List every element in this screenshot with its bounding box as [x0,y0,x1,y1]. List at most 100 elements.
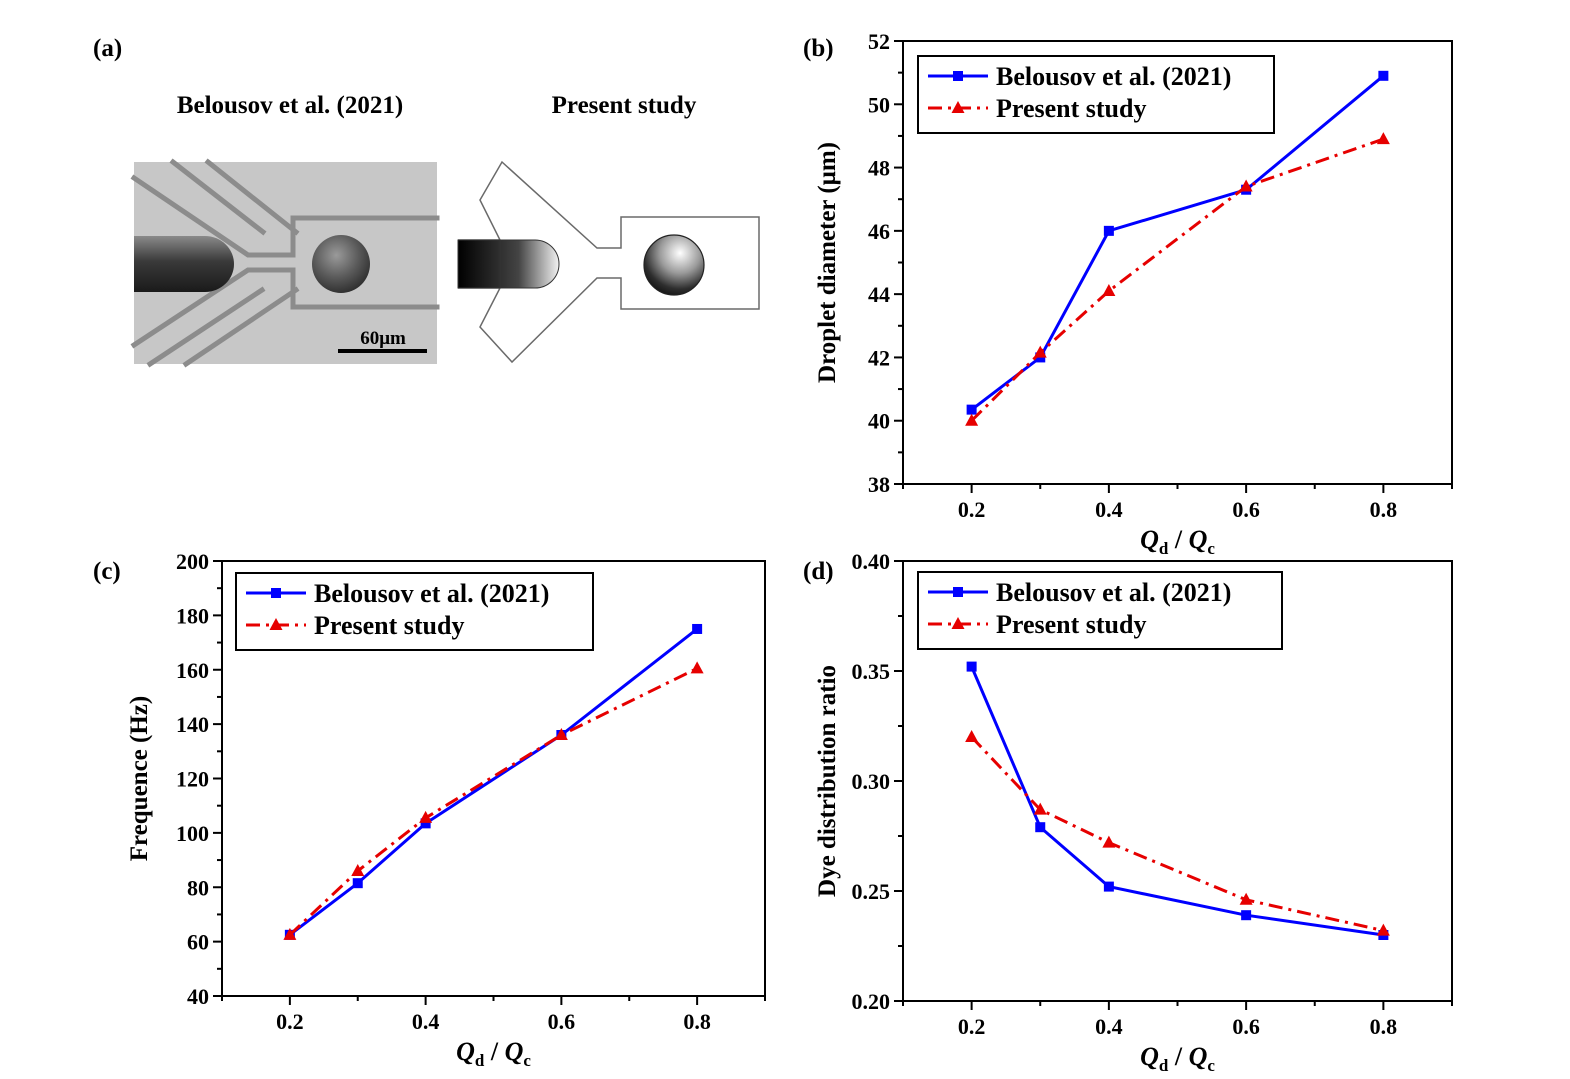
legend-marker [953,71,963,81]
y-axis-label: Droplet diameter (μm) [814,142,841,383]
legend-label: Present study [996,610,1146,639]
data-point [1103,225,1114,236]
y-tick-label: 38 [868,472,890,497]
x-tick-label: 0.6 [1232,1014,1260,1039]
data-point [1239,892,1253,905]
chart-d: 0.2 0.4 0.6 0.8 0.20 0.25 0.30 0.35 0.40 Qd / Qc D… [814,549,1453,1075]
panel-d-label: (d) [803,558,834,585]
y-axis-d: 0.20 0.25 0.30 0.35 0.40 [852,549,903,1014]
y-tick-label: 48 [868,156,890,181]
y-tick-label: 200 [176,549,209,574]
legend-b: Belousov et al. (2021) Present study [917,55,1275,134]
y-tick-label: 140 [176,712,209,737]
data-point [1376,923,1390,936]
y-tick-label: 0.20 [852,989,891,1014]
legend-box [917,55,1275,134]
y-tick-label: 0.35 [852,659,891,684]
data-point [1102,283,1116,296]
x-tick-label: 0.4 [1095,497,1123,522]
x-tick-label: 0.4 [412,1009,440,1034]
series-line [288,667,698,936]
legend-d: Belousov et al. (2021) Present study [917,571,1283,650]
legend-marker [269,618,283,630]
y-tick-label: 60 [187,930,209,955]
chart-c: 0.2 0.4 0.6 0.8 40 60 80 100 120 140 160 180 200 Qd /… [126,549,766,1070]
x-tick-label: 0.2 [958,1014,986,1039]
series-present-study [965,730,1390,936]
x-tick-label: 0.2 [958,497,986,522]
x-tick-label: 0.8 [683,1009,711,1034]
x-tick-label: 0.8 [1370,497,1398,522]
y-axis-b: 38 40 42 44 46 48 50 52 [868,29,903,497]
y-axis-label: Dye distribution ratio [814,665,841,897]
experimental-micrograph: 60μm [130,158,440,368]
panel-a-right-title: Present study [552,92,697,119]
legend-label: Present study [996,94,1146,123]
y-axis-c: 40 60 80 100 120 140 160 180 200 [176,549,222,1009]
x-axis-label: Qd / Qc [456,1037,531,1070]
series-line [288,627,699,937]
y-tick-label: 100 [176,821,209,846]
legend-label: Present study [314,611,464,640]
x-axis-b: 0.2 0.4 0.6 0.8 [902,484,1453,522]
x-tick-label: 0.6 [1232,497,1260,522]
y-tick-label: 0.40 [852,549,891,574]
x-axis-c: 0.2 0.4 0.6 0.8 [221,996,766,1034]
panel-a-label: (a) [93,35,122,62]
y-axis-label: Frequence (Hz) [126,696,153,861]
scale-bar-label: 60μm [360,328,406,349]
legend-c: Belousov et al. (2021) Present study [235,572,594,651]
x-tick-label: 0.4 [1095,1014,1123,1039]
data-point [283,927,297,940]
x-axis-d: 0.2 0.4 0.6 0.8 [902,1001,1453,1039]
data-point [352,878,363,889]
data-point [554,728,568,740]
series-belousov [284,623,703,940]
data-point [1239,179,1253,192]
data-point [965,730,979,742]
legend-marker [951,617,965,629]
chart-b: 0.2 0.4 0.6 0.8 38 40 42 44 46 48 50 52 Qd / Qc Dropl… [814,29,1453,558]
y-tick-label: 0.25 [852,879,891,904]
y-tick-label: 46 [868,219,890,244]
series-belousov [966,661,1389,940]
y-tick-label: 52 [868,29,890,54]
y-tick-label: 50 [868,92,890,117]
legend-marker [953,587,963,597]
legend-box [917,571,1283,650]
data-point [351,863,365,876]
x-axis-label: Qd / Qc [1140,525,1215,558]
simulation-schematic [457,160,760,364]
x-tick-label: 0.8 [1370,1014,1398,1039]
y-tick-label: 40 [868,409,890,434]
y-tick-label: 40 [187,984,209,1009]
data-point [965,413,979,426]
data-point [1103,881,1114,892]
y-tick-label: 180 [176,603,209,628]
legend-label: Belousov et al. (2021) [996,578,1231,607]
y-tick-label: 42 [868,345,890,370]
panel-c: (c) 0.2 0.4 0.6 0.8 40 60 80 100 120 140 160 180 200… [93,549,766,1070]
x-tick-label: 0.2 [276,1009,304,1034]
panel-b: (b) 0.2 0.4 0.6 0.8 38 40 42 44 46 48 50 52 Qd / Qc D… [803,29,1453,558]
data-point [1241,910,1252,921]
data-point [966,404,977,415]
panel-d: (d) 0.2 0.4 0.6 0.8 0.20 0.25 0.30 0.35 0.40 Qd /… [803,549,1453,1075]
data-point [420,818,431,829]
x-tick-label: 0.6 [548,1009,576,1034]
data-point [1033,802,1047,815]
data-point [1378,70,1389,81]
data-point [1035,822,1046,833]
data-point [692,623,703,634]
legend-marker [271,588,281,598]
data-point [419,810,433,823]
x-axis-label: Qd / Qc [1140,1042,1215,1075]
series-present-study [965,132,1390,426]
legend-box [235,572,594,651]
legend-label: Belousov et al. (2021) [996,62,1231,91]
y-tick-label: 44 [868,282,890,307]
legend-label: Belousov et al. (2021) [314,579,549,608]
y-tick-label: 160 [176,658,209,683]
data-point [690,661,704,674]
